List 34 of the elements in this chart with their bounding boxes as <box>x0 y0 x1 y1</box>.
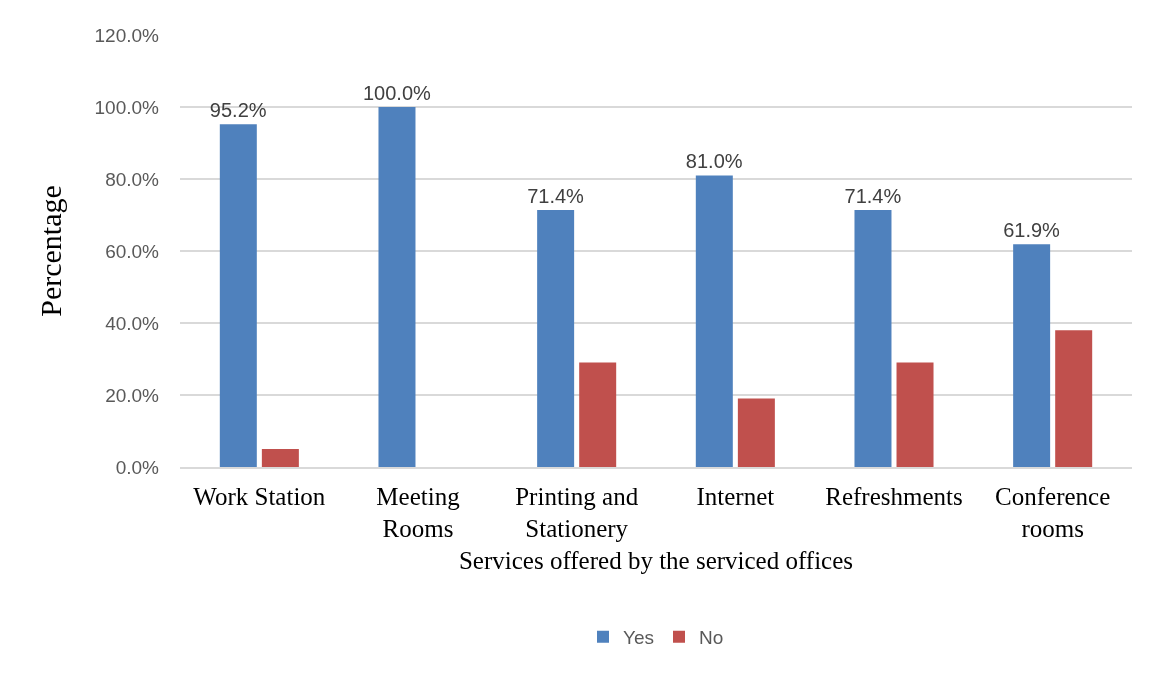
data-label: 61.9% <box>1003 219 1061 242</box>
y-tick-label: 40.0% <box>105 312 160 334</box>
y-tick-label: 120.0% <box>94 24 160 46</box>
x-tick-label: Printing and Stationery <box>515 482 639 543</box>
bar <box>695 175 733 467</box>
bar <box>537 209 575 467</box>
legend-label: Yes <box>623 627 654 649</box>
bar <box>1055 330 1093 467</box>
y-tick-label: 100.0% <box>94 96 160 118</box>
data-label: 81.0% <box>685 150 743 173</box>
y-tick-label: 20.0% <box>105 384 160 406</box>
bar <box>1013 244 1051 467</box>
x-tick-label: Work Station <box>193 482 326 510</box>
data-label: 95.2% <box>209 99 267 122</box>
data-label: 71.4% <box>844 184 902 207</box>
x-tick-label: Meeting Rooms <box>376 482 461 543</box>
y-axis-title: Percentage <box>33 185 67 317</box>
data-label: 100.0% <box>362 82 431 104</box>
bar <box>219 124 257 467</box>
x-tick-label: Conference rooms <box>995 482 1111 543</box>
y-tick-label: 80.0% <box>105 168 160 190</box>
x-tick-label: Internet <box>696 482 775 510</box>
x-tick-label: Refreshments <box>825 482 963 510</box>
bar <box>378 107 416 467</box>
data-label: 71.4% <box>527 184 585 207</box>
bar <box>737 398 775 467</box>
bar <box>579 362 617 467</box>
x-axis-title: Services offered by the serviced offices <box>458 546 854 574</box>
bar <box>896 362 934 467</box>
legend-label: No <box>699 627 724 649</box>
y-tick-label: 60.0% <box>105 240 160 262</box>
bar <box>261 449 299 467</box>
y-tick-label: 0.0% <box>115 456 160 478</box>
bar <box>854 209 892 467</box>
